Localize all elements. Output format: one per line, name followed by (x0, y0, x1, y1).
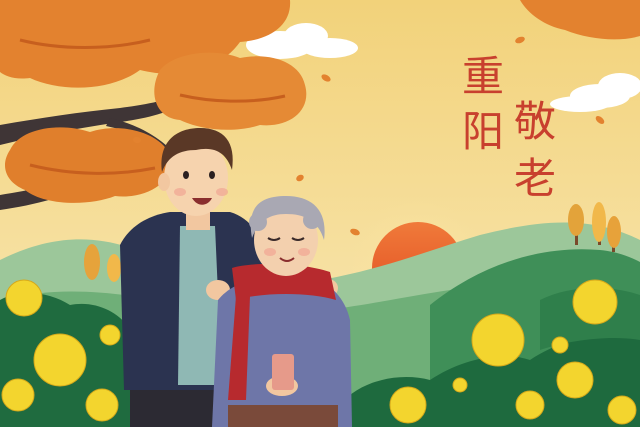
grandmother-figure (212, 196, 352, 427)
cloud-icon (246, 23, 358, 59)
caption-char: 老 (514, 154, 557, 203)
caption-char: 敬 (514, 97, 557, 146)
tree-canopy-icon (0, 0, 640, 203)
caption-char: 阳 (462, 107, 505, 156)
small-trees (84, 202, 621, 282)
falling-leaves (133, 36, 605, 236)
caption-char: 重 (462, 52, 505, 101)
cloud-icon (550, 73, 640, 112)
chrysanthemum-icon (1, 279, 637, 425)
